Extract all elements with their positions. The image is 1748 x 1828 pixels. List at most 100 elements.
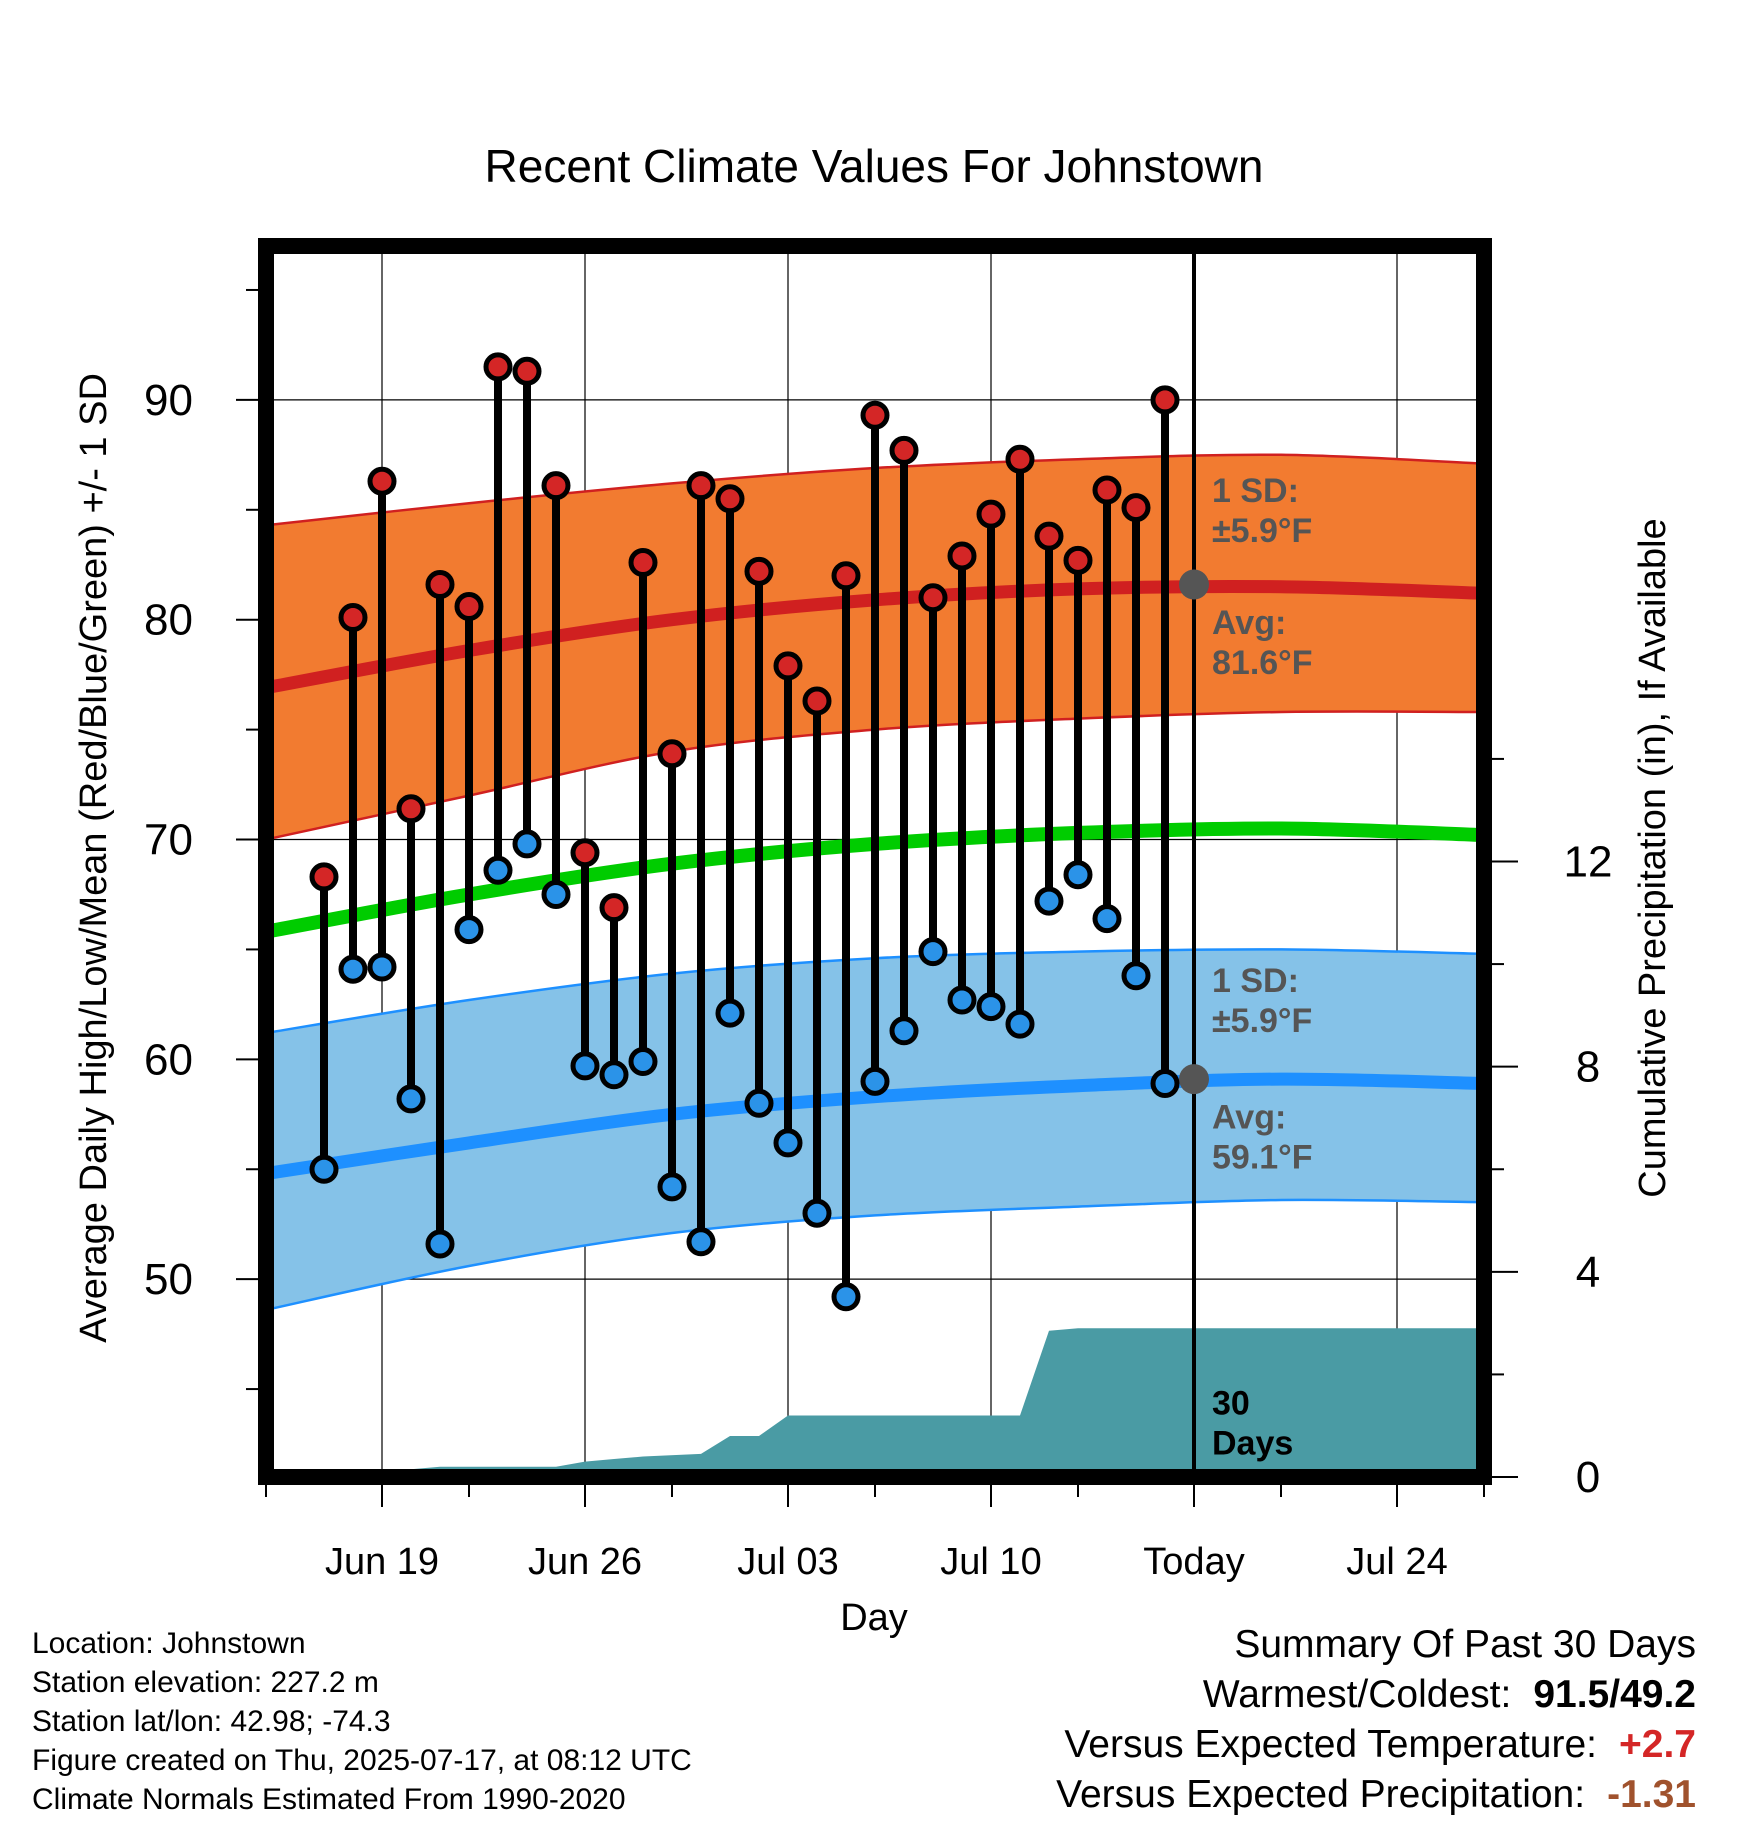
- precip-departure-row: Versus Expected Precipitation: -1.31: [1056, 1770, 1696, 1820]
- low-sd-annotation-line-2: ±5.9°F: [1212, 1002, 1312, 1040]
- daily-high-point: [570, 838, 600, 868]
- daily-high-point: [454, 592, 484, 622]
- daily-high-point: [309, 862, 339, 892]
- y-tick-label: 60: [144, 1035, 193, 1084]
- warmest-coldest-label: Warmest/Coldest:: [1202, 1673, 1512, 1716]
- daily-high-point: [686, 471, 716, 501]
- created-text: Figure created on Thu, 2025-07-17, at 08…: [32, 1744, 692, 1777]
- x-tick-label: Jun 19: [325, 1541, 439, 1583]
- daily-high-point: [425, 570, 455, 600]
- daily-high-point: [512, 356, 542, 386]
- daily-low-point: [1121, 961, 1151, 991]
- daily-high-point: [831, 561, 861, 591]
- daily-low-point: [309, 1154, 339, 1184]
- temp-departure-value: +2.7: [1619, 1723, 1696, 1766]
- daily-low-point: [976, 992, 1006, 1022]
- low-avg-annotation-line-2: 59.1°F: [1212, 1138, 1313, 1176]
- high-sd-annotation-line-1: 1 SD:: [1212, 472, 1299, 510]
- low-avg-line: [266, 1072, 1484, 1181]
- daily-low-point: [715, 998, 745, 1028]
- plot-frame: [258, 238, 1492, 1485]
- high-sd-annotation-line-2: ±5.9°F: [1212, 512, 1312, 550]
- daily-high-point: [483, 352, 513, 382]
- daily-high-point: [1005, 444, 1035, 474]
- daily-low-point: [1034, 886, 1064, 916]
- daily-low-point: [541, 879, 571, 909]
- daily-high-point: [657, 739, 687, 769]
- daily-low-point: [599, 1060, 629, 1090]
- daily-low-point: [570, 1051, 600, 1081]
- daily-high-point: [976, 499, 1006, 529]
- latlon-text: Station lat/lon: 42.98; -74.3: [32, 1705, 391, 1738]
- daily-high-point: [367, 466, 397, 496]
- daily-high-point: [599, 893, 629, 923]
- temp-departure-label: Versus Expected Temperature:: [1064, 1723, 1597, 1766]
- daily-high-point: [338, 602, 368, 632]
- y2-tick-label: 12: [1564, 838, 1613, 887]
- daily-low-point: [918, 937, 948, 967]
- daily-low-point: [1005, 1009, 1035, 1039]
- chart-title: Recent Climate Values For Johnstown: [485, 140, 1264, 192]
- daily-low-point: [338, 954, 368, 984]
- y-tick-label: 70: [144, 816, 193, 865]
- daily-low-point: [367, 952, 397, 982]
- daily-low-point: [802, 1198, 832, 1228]
- daily-low-point: [1150, 1069, 1180, 1099]
- daily-high-point: [918, 583, 948, 613]
- daily-high-point: [715, 484, 745, 514]
- daily-high-point: [1092, 475, 1122, 505]
- daily-high-point: [1063, 545, 1093, 575]
- daily-high-point: [1150, 385, 1180, 415]
- daily-high-point: [1034, 521, 1064, 551]
- daily-low-point: [1063, 860, 1093, 890]
- daily-low-point: [947, 985, 977, 1015]
- daily-low-point: [454, 915, 484, 945]
- daily-low-point: [628, 1047, 658, 1077]
- daily-high-point: [628, 548, 658, 578]
- daily-low-point: [686, 1227, 716, 1257]
- daily-low-point: [512, 829, 542, 859]
- x-tick-label: Today: [1143, 1541, 1244, 1583]
- x-tick-label: Jun 26: [528, 1541, 642, 1583]
- x-tick-label: Jul 24: [1346, 1541, 1447, 1583]
- location-text: Location: Johnstown: [32, 1627, 306, 1660]
- daily-high-point: [396, 794, 426, 824]
- y2-tick-label: 8: [1576, 1043, 1600, 1092]
- x-tick-label: Jul 10: [940, 1541, 1041, 1583]
- normals-text: Climate Normals Estimated From 1990-2020: [32, 1783, 626, 1816]
- daily-high-point: [773, 651, 803, 681]
- daily-high-point: [802, 686, 832, 716]
- temp-departure-row: Versus Expected Temperature: +2.7: [1056, 1720, 1696, 1770]
- daily-low-point: [889, 1016, 919, 1046]
- daily-low-point: [773, 1128, 803, 1158]
- summary-title: Summary Of Past 30 Days: [1234, 1623, 1696, 1666]
- summary-panel: Summary Of Past 30 Days Warmest/Coldest:…: [1056, 1620, 1696, 1820]
- low-sd-annotation-line-1: 1 SD:: [1212, 962, 1299, 1000]
- precip-departure-value: -1.31: [1607, 1773, 1696, 1816]
- today-high-avg-marker: [1179, 569, 1209, 600]
- daily-low-point: [860, 1066, 890, 1096]
- station-info: Location: Johnstown Station elevation: 2…: [32, 1624, 692, 1819]
- x-tick-label: Jul 03: [737, 1541, 838, 1583]
- precip-area: [266, 1328, 1484, 1477]
- precip-departure-label: Versus Expected Precipitation:: [1056, 1773, 1586, 1816]
- elevation-text: Station elevation: 227.2 m: [32, 1666, 379, 1699]
- daily-low-point: [831, 1282, 861, 1312]
- daily-low-point: [483, 855, 513, 885]
- y-tick-label: 80: [144, 596, 193, 645]
- daily-high-point: [889, 435, 919, 465]
- today-low-avg-marker: [1179, 1064, 1209, 1095]
- daily-low-point: [1092, 904, 1122, 934]
- high-avg-annotation-line-1: Avg:: [1212, 604, 1286, 642]
- daily-low-point: [744, 1088, 774, 1118]
- daily-high-point: [1121, 493, 1151, 523]
- daily-high-point: [541, 471, 571, 501]
- daily-low-point: [425, 1229, 455, 1259]
- x-axis-label: Day: [840, 1597, 908, 1639]
- high-avg-annotation-line-2: 81.6°F: [1212, 644, 1313, 682]
- low-avg-annotation-line-1: Avg:: [1212, 1098, 1286, 1136]
- y-tick-label: 50: [144, 1255, 193, 1304]
- daily-high-point: [860, 400, 890, 430]
